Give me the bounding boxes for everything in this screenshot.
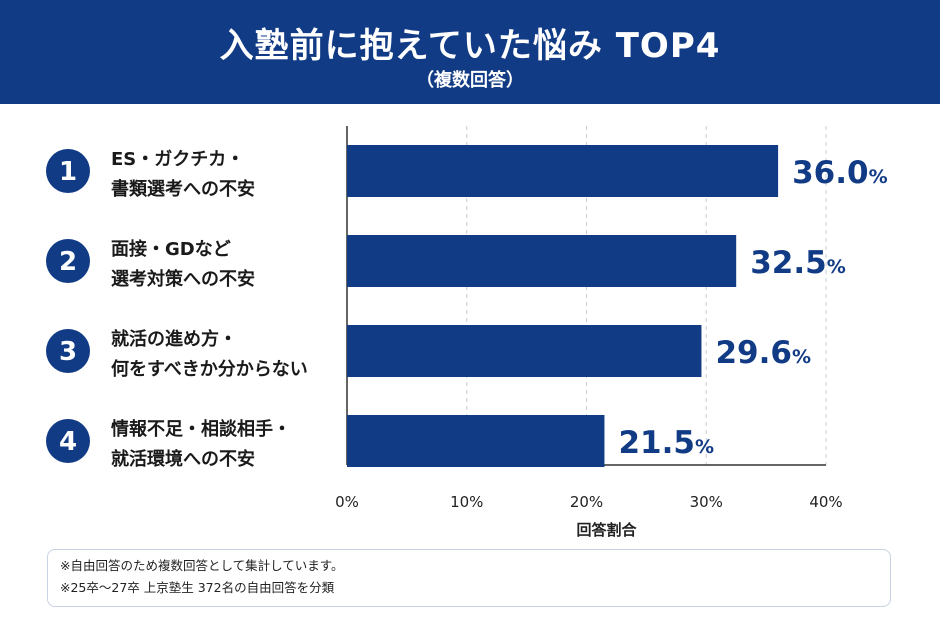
rank-badge [46, 329, 90, 373]
x-tick-label: 10% [450, 493, 483, 511]
rank-number: 4 [59, 427, 77, 457]
rank-badge [46, 419, 90, 463]
bar [347, 415, 605, 467]
rank-number: 1 [59, 157, 77, 187]
x-tick-label: 30% [690, 493, 723, 511]
category-label: 就活の進め方・ [111, 328, 237, 350]
x-tick-label: 20% [570, 493, 603, 511]
category-label: 何をすべきか分からない [111, 358, 308, 380]
bar [347, 145, 779, 197]
rank-badge [46, 239, 90, 283]
chart-title: 入塾前に抱えていた悩み TOP4 [219, 26, 721, 66]
category-label: ES・ガクチカ・ [111, 149, 244, 170]
footnote-box: ※自由回答のため複数回答として集計しています。 ※25卒〜27卒 上京塾生 37… [47, 549, 891, 607]
value-label: 21.5% [618, 425, 714, 461]
category-label: 選考対策への不安 [111, 268, 255, 290]
category-label: 就活環境への不安 [111, 448, 255, 470]
footnote-line: ※25卒〜27卒 上京塾生 372名の自由回答を分類 [60, 580, 335, 595]
value-label: 29.6% [715, 335, 811, 371]
bar-chart: 0% 10% 20% 30% 40% 回答割合 1 ES・ガクチカ・書類選考への不安 36.0%… [46, 126, 888, 539]
x-tick-label: 0% [335, 493, 359, 511]
x-tick-label: 40% [809, 493, 842, 511]
x-axis-label: 回答割合 [576, 521, 637, 539]
bar [347, 325, 702, 377]
chart-subtitle: （複数回答） [416, 70, 524, 91]
rank-badge [46, 149, 90, 193]
rank-number: 3 [59, 337, 77, 367]
footnote-line: ※自由回答のため複数回答として集計しています。 [60, 558, 344, 573]
header-banner: 入塾前に抱えていた悩み TOP4 （複数回答） [0, 0, 940, 104]
value-label: 32.5% [750, 245, 846, 281]
rank-number: 2 [59, 247, 77, 277]
value-label: 36.0% [792, 155, 888, 191]
category-label: 情報不足・相談相手・ [111, 418, 291, 440]
category-label: 面接・GDなど [111, 238, 231, 260]
bar [347, 235, 737, 287]
category-label: 書類選考への不安 [111, 178, 255, 200]
